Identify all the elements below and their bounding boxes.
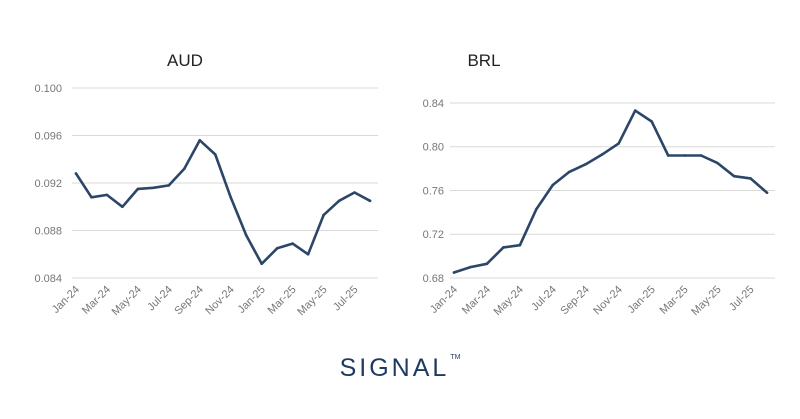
aud-data-point [353, 191, 356, 194]
aud-y-tick-label: 0.092 [34, 178, 62, 190]
aud-data-point [213, 153, 217, 156]
brl-data-point [765, 191, 769, 194]
aud-y-tick-label: 0.088 [34, 226, 62, 238]
aud-data-point [244, 233, 248, 237]
aud-x-tick-label: May-25 [295, 284, 329, 318]
brl-x-tick-label: Nov-24 [591, 284, 625, 318]
aud-data-point [337, 199, 341, 203]
brl-data-point [683, 154, 686, 157]
brl-series-line [452, 109, 769, 274]
brl-x-tick-label: Jan-25 [626, 284, 658, 316]
aud-x-tick-label: Jan-24 [50, 284, 82, 316]
aud-data-point [90, 195, 93, 199]
brl-data-point [568, 170, 571, 174]
brl-x-tick-label: Jul-24 [529, 284, 559, 314]
brl-data-point [551, 183, 555, 187]
aud-chart: AUD 0.100 0.096 0.092 0.088 0.084 Jan-24 Mar-24… [0, 0, 400, 350]
aud-y-tick-label: 0.096 [34, 131, 62, 143]
aud-x-tick-label: Jul-25 [331, 284, 361, 314]
brl-data-point [485, 262, 489, 266]
aud-x-tick-label: Jan-25 [236, 284, 268, 316]
brl-x-tick-label: Mar-24 [460, 284, 493, 317]
brl-data-point [699, 154, 703, 157]
brl-data-point [732, 174, 736, 178]
logo-trademark: TM [450, 354, 461, 361]
brl-data-point [749, 177, 752, 180]
aud-x-tick-label: Mar-25 [266, 284, 299, 317]
brl-y-tick-label: 0.76 [423, 185, 444, 197]
brl-chart: BRL 0.84 0.80 0.76 0.72 0.68 Jan-24 Mar-24 May-2… [400, 0, 800, 350]
aud-data-point [275, 247, 279, 250]
aud-data-point [198, 138, 202, 142]
brl-data-point [617, 142, 621, 145]
aud-chart-title: AUD [167, 51, 203, 70]
aud-data-point [152, 186, 155, 190]
brl-y-tick-label: 0.84 [423, 98, 444, 110]
brl-data-point [650, 120, 653, 123]
brl-y-tick-label: 0.80 [423, 142, 444, 154]
brl-data-point [535, 207, 538, 211]
brl-data-point [584, 162, 588, 166]
brl-x-tick-label: May-25 [689, 284, 723, 318]
aud-y-tick-label: 0.084 [34, 273, 62, 285]
signal-logo: SIGNALTM [0, 354, 800, 394]
brl-x-tick-label: May-24 [492, 284, 526, 318]
aud-x-tick-label: Nov-24 [203, 284, 237, 318]
brl-x-tick-label: Jul-25 [727, 284, 757, 314]
brl-x-tick-label: Sep-24 [558, 284, 592, 318]
aud-data-point [167, 184, 171, 187]
aud-x-tick-label: Sep-24 [172, 284, 206, 318]
brl-y-tick-label: 0.68 [423, 273, 444, 285]
brl-data-point [469, 265, 472, 269]
brl-x-tick-label: Mar-25 [658, 284, 691, 317]
brl-y-tick-label: 0.72 [423, 229, 444, 241]
brl-data-point [600, 153, 604, 156]
brl-data-point [633, 109, 637, 112]
brl-data-point [666, 154, 670, 157]
aud-data-point [136, 187, 140, 191]
aud-x-tick-label: Mar-24 [80, 284, 113, 317]
brl-data-point [452, 271, 456, 274]
brl-data-point [518, 243, 522, 247]
aud-data-point [183, 167, 186, 171]
aud-data-point [322, 213, 325, 217]
brl-chart-title: BRL [467, 51, 500, 70]
aud-series-line [74, 139, 372, 266]
aud-data-point [291, 242, 294, 245]
aud-data-point [306, 252, 310, 256]
brl-data-point [716, 161, 719, 165]
aud-data-point [229, 195, 233, 199]
aud-chart-svg: AUD 0.100 0.096 0.092 0.088 0.084Jan-24Mar-24… [34, 51, 378, 318]
brl-data-point [502, 246, 505, 249]
aud-data-point [121, 205, 124, 209]
aud-x-tick-label: May-24 [110, 284, 144, 318]
aud-data-point [74, 172, 78, 175]
aud-x-tick-label: Jul-24 [145, 284, 175, 314]
aud-data-point [368, 199, 372, 203]
logo-text: SIGNAL [339, 354, 450, 382]
aud-y-tick-label: 0.100 [34, 83, 62, 95]
aud-data-point [105, 193, 109, 197]
brl-x-tick-label: Jan-24 [428, 284, 460, 316]
aud-data-point [260, 262, 263, 266]
